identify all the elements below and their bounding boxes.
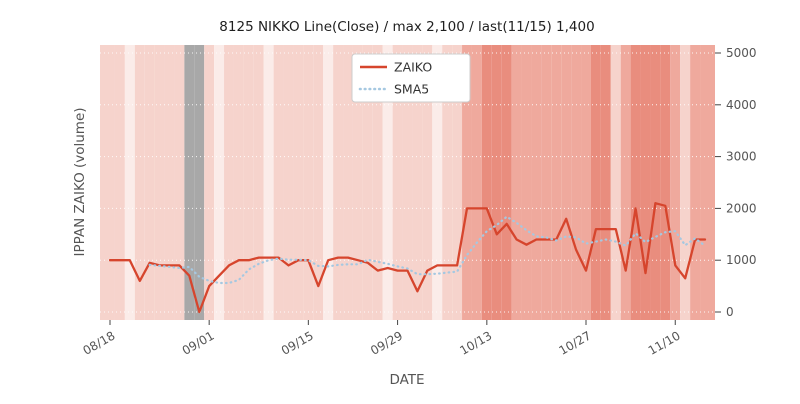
x-tick-label: 11/10 — [646, 328, 683, 357]
background-band — [481, 45, 492, 320]
x-tick-label: 09/15 — [279, 328, 316, 357]
background-band — [551, 45, 562, 320]
background-band — [144, 45, 155, 320]
background-band — [650, 45, 661, 320]
background-band — [501, 45, 512, 320]
background-band — [581, 45, 591, 320]
x-axis-label: DATE — [389, 372, 424, 388]
background-band — [214, 45, 225, 320]
background-band — [323, 45, 334, 320]
chart-title: 8125 NIKKO Line(Close) / max 2,100 / las… — [219, 19, 594, 35]
background-band — [670, 45, 681, 320]
background-band — [432, 45, 443, 320]
background-band — [462, 45, 472, 320]
background-band — [680, 45, 691, 320]
y-axis: 0 1000 2000 3000 4000 5000 — [715, 46, 757, 319]
y-tick-label: 2000 — [726, 201, 757, 215]
sma5-line — [148, 215, 707, 285]
background-band — [114, 45, 125, 320]
background-band — [100, 45, 115, 320]
background-band — [343, 45, 353, 320]
background-band — [184, 45, 195, 320]
zaiko-line — [108, 202, 707, 314]
background-band — [372, 45, 383, 320]
x-tick-label: 08/18 — [81, 328, 118, 357]
y-axis-label: IPPAN ZAIKO (volume) — [72, 107, 88, 256]
background-band — [134, 45, 145, 320]
background-band — [561, 45, 572, 320]
gridline-layer — [100, 52, 715, 313]
background-band — [352, 45, 363, 320]
background-band — [521, 45, 532, 320]
x-tick-label: 10/27 — [557, 328, 594, 357]
y-tick-label: 3000 — [726, 150, 757, 164]
background-band — [640, 45, 651, 320]
background-band — [590, 45, 601, 320]
x-tick-label: 09/01 — [180, 328, 217, 357]
background-band — [253, 45, 264, 320]
legend-zaiko-label: ZAIKO — [394, 60, 432, 75]
y-tick-label: 5000 — [726, 46, 757, 60]
background-band — [610, 45, 621, 320]
background-band — [243, 45, 254, 320]
background-band — [224, 45, 234, 320]
background-band — [204, 45, 215, 320]
background-band — [313, 45, 324, 320]
background-band — [174, 45, 185, 320]
background-band — [382, 45, 393, 320]
background-band — [283, 45, 294, 320]
background-band — [392, 45, 403, 320]
background-band — [452, 45, 463, 320]
background-band — [700, 45, 715, 320]
legend: ZAIKO SMA5 — [351, 53, 471, 103]
legend-sma5-label: SMA5 — [394, 82, 429, 97]
background-band — [412, 45, 423, 320]
background-band — [660, 45, 671, 320]
background-band — [531, 45, 542, 320]
y-tick-label: 1000 — [726, 253, 757, 267]
background-band — [333, 45, 344, 320]
background-band — [511, 45, 522, 320]
y-tick-label: 4000 — [726, 98, 757, 112]
background-band-layer — [100, 45, 715, 320]
background-band — [273, 45, 284, 320]
background-band — [194, 45, 205, 320]
background-band — [620, 45, 631, 320]
background-band — [471, 45, 482, 320]
y-tick-label: 0 — [726, 305, 734, 319]
background-band — [600, 45, 611, 320]
x-tick-label: 09/29 — [368, 328, 405, 357]
background-band — [362, 45, 373, 320]
background-band — [154, 45, 165, 320]
background-band — [690, 45, 701, 320]
background-band — [303, 45, 314, 320]
background-band — [293, 45, 304, 320]
background-band — [124, 45, 135, 320]
background-band — [442, 45, 453, 320]
x-tick-label: 10/13 — [457, 328, 494, 357]
background-band — [422, 45, 433, 320]
background-band — [233, 45, 244, 320]
background-band — [491, 45, 502, 320]
background-band — [402, 45, 413, 320]
background-band — [630, 45, 641, 320]
x-axis: 08/18 09/01 09/15 09/29 10/13 10/27 11/10 — [81, 320, 683, 358]
background-band — [541, 45, 552, 320]
background-band — [571, 45, 582, 320]
background-band — [164, 45, 175, 320]
background-band — [263, 45, 274, 320]
